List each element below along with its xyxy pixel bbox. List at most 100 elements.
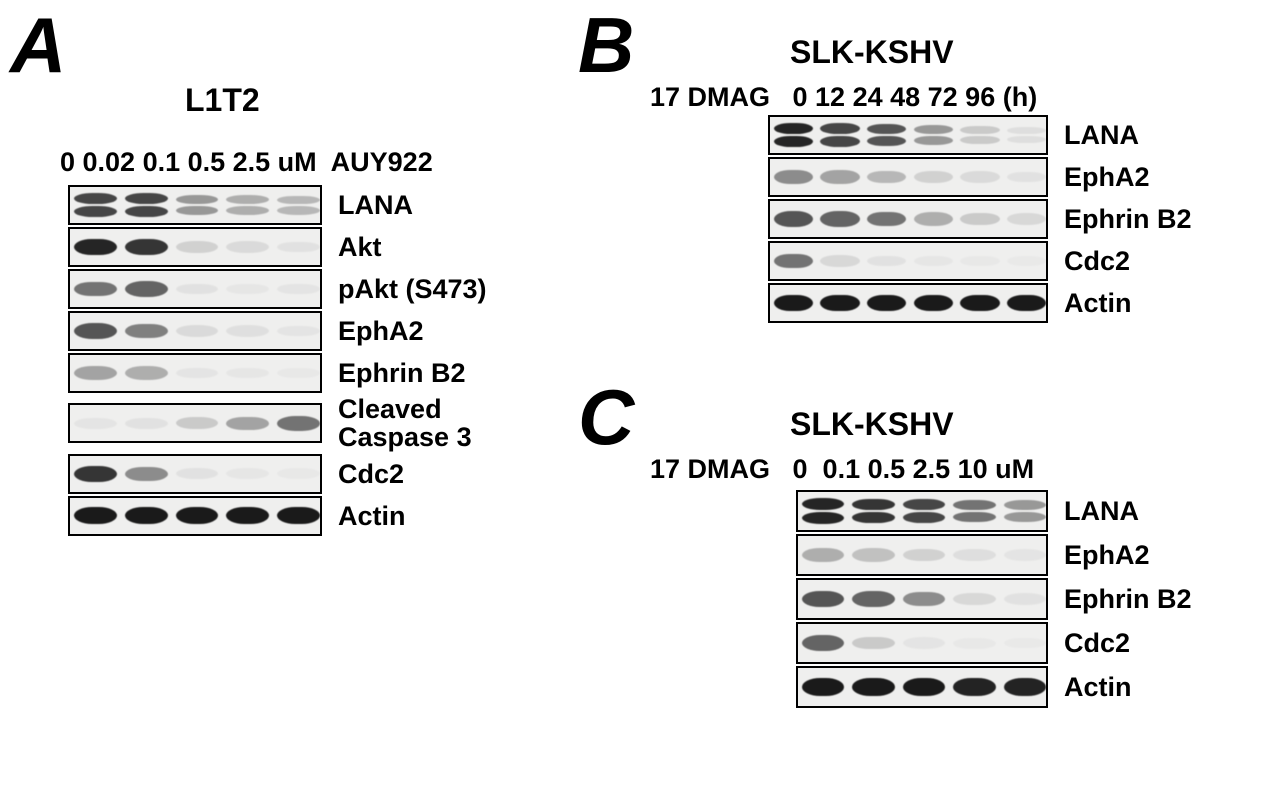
band — [867, 212, 906, 227]
blot-box — [68, 227, 322, 267]
lane — [1003, 243, 1048, 279]
lane — [273, 313, 322, 349]
band — [820, 123, 859, 134]
row-label: Cdc2 — [1064, 247, 1130, 275]
band — [74, 193, 117, 204]
lane — [222, 271, 273, 307]
band — [74, 507, 117, 524]
row-label: Actin — [1064, 673, 1132, 701]
lane — [121, 355, 172, 391]
panel-c-title: SLK-KSHV — [790, 406, 954, 443]
panel-letter-c: C — [578, 378, 634, 456]
band — [277, 196, 320, 205]
band — [74, 206, 117, 217]
lane — [863, 201, 910, 237]
band — [176, 241, 219, 253]
band — [960, 213, 999, 225]
band — [867, 124, 906, 134]
lane — [172, 355, 223, 391]
band — [914, 212, 953, 225]
panel-c-header: 17 DMAG 0 0.1 0.5 2.5 10 uM — [650, 454, 1034, 485]
band — [1007, 136, 1046, 143]
lane — [121, 405, 172, 441]
band — [774, 254, 813, 269]
lane — [899, 668, 949, 706]
lane — [848, 668, 898, 706]
row-label: Cdc2 — [1064, 629, 1130, 657]
lane — [949, 536, 999, 574]
blot-row: EphA2 — [796, 534, 1192, 576]
band — [1004, 638, 1046, 649]
lane — [817, 159, 864, 195]
lane — [1003, 117, 1048, 153]
band — [774, 211, 813, 226]
band — [953, 549, 995, 561]
lane — [798, 668, 848, 706]
lane — [222, 187, 273, 223]
band — [1007, 256, 1046, 266]
band — [820, 136, 859, 147]
band — [277, 326, 320, 337]
lane — [863, 159, 910, 195]
lane — [222, 355, 273, 391]
lane — [770, 285, 817, 321]
lane — [273, 229, 322, 265]
blot-row: Ephrin B2 — [68, 353, 487, 393]
row-label: pAkt (S473) — [338, 275, 487, 303]
band — [125, 206, 168, 217]
band — [125, 281, 168, 296]
band — [953, 593, 995, 605]
band — [226, 468, 269, 479]
lane — [957, 243, 1004, 279]
band — [802, 498, 844, 510]
band — [74, 418, 117, 429]
band — [226, 325, 269, 336]
band — [226, 241, 269, 252]
blot-box — [796, 490, 1048, 532]
lane — [910, 201, 957, 237]
row-label: EphA2 — [338, 317, 424, 345]
blot-row: Cleaved Caspase 3 — [68, 395, 487, 452]
blot-box — [796, 578, 1048, 620]
band — [914, 125, 953, 134]
band — [74, 466, 117, 482]
lane — [70, 313, 121, 349]
lane — [1000, 536, 1048, 574]
lane — [70, 355, 121, 391]
lane — [172, 271, 223, 307]
lane — [1003, 285, 1048, 321]
band — [852, 637, 894, 650]
blot-row: Ephrin B2 — [796, 578, 1192, 620]
band — [953, 638, 995, 649]
band — [802, 635, 844, 651]
blot-box — [68, 454, 322, 494]
blot-box — [68, 353, 322, 393]
band — [914, 136, 953, 145]
row-label: Actin — [338, 502, 406, 530]
band — [74, 366, 117, 379]
band — [802, 548, 844, 562]
lane — [70, 498, 121, 534]
band — [277, 368, 320, 378]
band — [960, 136, 999, 144]
band — [1004, 500, 1046, 510]
band — [125, 324, 168, 338]
lane — [798, 580, 848, 618]
row-label: Cdc2 — [338, 460, 404, 488]
band — [820, 295, 859, 312]
band — [125, 467, 168, 481]
lane — [848, 624, 898, 662]
lane — [1003, 201, 1048, 237]
band — [176, 368, 219, 379]
band — [226, 507, 269, 524]
row-label: LANA — [1064, 121, 1139, 149]
lane — [949, 668, 999, 706]
panel-b-header: 17 DMAG 0 12 24 48 72 96 (h) — [650, 82, 1037, 113]
blot-row: Cdc2 — [768, 241, 1192, 281]
blot-box — [796, 622, 1048, 664]
blot-box — [68, 496, 322, 536]
lane — [957, 117, 1004, 153]
blot-box — [768, 283, 1048, 323]
panel-a-header: 0 0.02 0.1 0.5 2.5 uM AUY922 — [60, 147, 433, 178]
band — [774, 170, 813, 184]
